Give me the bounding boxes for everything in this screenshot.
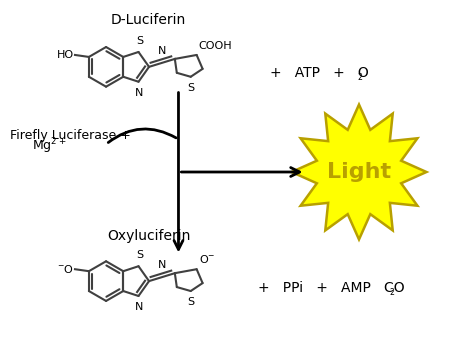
Text: $^{-}$O: $^{-}$O xyxy=(57,263,74,275)
Text: N: N xyxy=(135,88,144,98)
Text: Mg$^{2+}$: Mg$^{2+}$ xyxy=(32,137,66,156)
Text: S: S xyxy=(187,83,194,93)
Text: $_2$: $_2$ xyxy=(357,72,363,84)
Text: O$^{-}$: O$^{-}$ xyxy=(199,253,215,265)
Polygon shape xyxy=(292,105,427,239)
Text: Firefly Luciferase +: Firefly Luciferase + xyxy=(10,129,131,142)
Text: S: S xyxy=(136,250,143,260)
Text: +   ATP   +   O: + ATP + O xyxy=(270,66,368,80)
Text: S: S xyxy=(136,36,143,46)
Text: N: N xyxy=(158,260,166,270)
FancyArrowPatch shape xyxy=(108,129,176,142)
Text: HO: HO xyxy=(57,50,74,60)
Text: D-Luciferin: D-Luciferin xyxy=(111,13,186,27)
Text: Light: Light xyxy=(327,162,391,182)
Text: N: N xyxy=(135,302,144,312)
Text: N: N xyxy=(158,46,166,56)
Text: S: S xyxy=(187,297,194,307)
Text: Oxyluciferin: Oxyluciferin xyxy=(107,229,191,244)
Text: COOH: COOH xyxy=(199,41,232,51)
Text: +   PPi   +   AMP   CO: + PPi + AMP CO xyxy=(258,281,404,295)
Text: $_2$: $_2$ xyxy=(389,287,395,299)
